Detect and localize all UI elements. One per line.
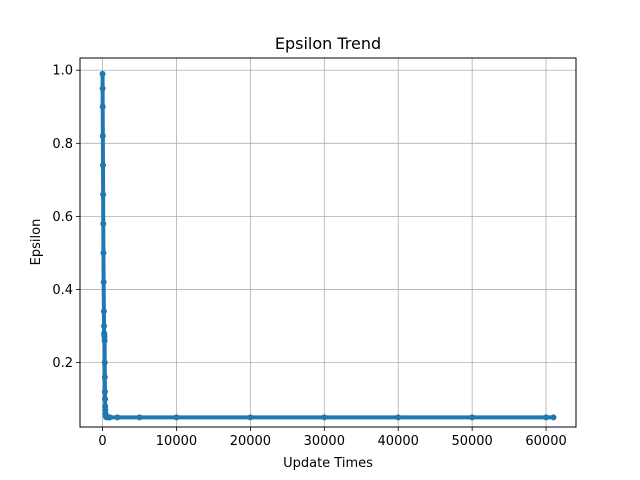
data-point — [101, 388, 108, 395]
y-tick-label: 0.2 — [52, 356, 73, 371]
data-point — [395, 414, 402, 421]
data-point — [99, 70, 106, 77]
data-point — [101, 359, 108, 366]
y-tick-label: 0.4 — [52, 283, 73, 298]
plot-frame — [79, 57, 577, 428]
series-line — [100, 71, 556, 420]
data-point — [247, 414, 254, 421]
data-point — [99, 133, 106, 140]
x-tick-label: 40000 — [378, 434, 419, 449]
y-tick-label: 0.8 — [52, 137, 73, 152]
series-epsilon — [99, 70, 557, 421]
data-point — [543, 414, 550, 421]
data-point — [99, 85, 106, 92]
data-point — [100, 308, 107, 315]
data-point — [114, 414, 121, 421]
data-point — [100, 279, 107, 286]
chart-title: Epsilon Trend — [275, 34, 381, 53]
x-tick-label: 60000 — [525, 434, 566, 449]
grid-lines — [80, 58, 576, 427]
x-tick-label: 20000 — [230, 434, 271, 449]
data-point — [102, 396, 109, 403]
y-axis-label: Epsilon — [29, 219, 44, 266]
data-point — [101, 337, 108, 344]
x-tick-label: 10000 — [156, 434, 197, 449]
data-point — [101, 322, 108, 329]
data-point — [100, 249, 107, 256]
y-axis-ticks: 0.2 0.4 0.6 0.8 1.0 — [52, 64, 80, 371]
y-tick-label: 0.6 — [52, 210, 73, 225]
data-point — [173, 414, 180, 421]
data-point — [101, 374, 108, 381]
x-tick-label: 30000 — [304, 434, 345, 449]
data-point — [106, 414, 113, 421]
x-axis-ticks: 0 10000 20000 30000 40000 50000 60000 — [98, 427, 567, 449]
data-point — [100, 220, 107, 227]
data-point — [99, 103, 106, 110]
data-point — [136, 414, 143, 421]
x-tick-label: 0 — [98, 434, 106, 449]
x-tick-label: 50000 — [451, 434, 492, 449]
data-point — [469, 414, 476, 421]
data-point — [99, 162, 106, 169]
y-tick-label: 1.0 — [52, 64, 73, 79]
x-axis-label: Update Times — [283, 456, 373, 471]
data-point — [100, 191, 107, 198]
data-point — [550, 414, 557, 421]
data-point — [321, 414, 328, 421]
